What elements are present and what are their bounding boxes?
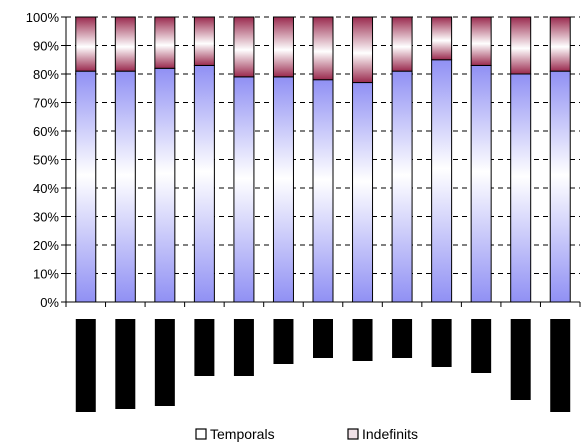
y-tick-label: 10% xyxy=(33,267,59,282)
legend-label-indefinits: Indefinits xyxy=(362,426,418,442)
lower-bar xyxy=(75,319,96,412)
y-tick-label: 50% xyxy=(33,153,59,168)
y-tick-label: 30% xyxy=(33,210,59,225)
bar-temporals xyxy=(391,16,413,72)
legend-swatch-indefinits xyxy=(347,428,359,440)
bar-temporals xyxy=(114,16,136,72)
bar-temporals xyxy=(470,16,492,66)
y-tick-label: 60% xyxy=(33,124,59,139)
bar-temporals xyxy=(312,16,334,81)
bar-indefinits xyxy=(549,70,571,303)
bar-indefinits xyxy=(233,76,255,303)
lower-bar xyxy=(431,319,452,367)
bar-indefinits xyxy=(510,73,532,303)
bar-indefinits xyxy=(75,70,97,303)
bar-temporals xyxy=(193,16,215,66)
lower-bar xyxy=(471,319,492,373)
lower-bar xyxy=(510,319,531,400)
lower-panel-bars xyxy=(75,319,571,412)
bar-indefinits xyxy=(312,79,334,303)
bar-temporals xyxy=(510,16,532,75)
lower-bar xyxy=(392,319,413,358)
lower-bar xyxy=(233,319,254,376)
bar-temporals xyxy=(431,16,453,61)
y-tick-label: 100% xyxy=(26,10,60,25)
bar-indefinits xyxy=(272,76,294,303)
bar-indefinits xyxy=(193,64,215,303)
lower-bar xyxy=(273,319,294,364)
bar-indefinits xyxy=(352,82,374,303)
bar-temporals xyxy=(272,16,294,78)
lower-bar xyxy=(154,319,175,406)
y-tick-label: 0% xyxy=(40,295,59,310)
legend-label-temporals: Temporals xyxy=(210,426,275,442)
bar-temporals xyxy=(352,16,374,84)
y-axis: 0% 10% 20% 30% 40% 50% 60% 70% 80% 90% 100% xyxy=(26,10,581,310)
bar-indefinits xyxy=(470,64,492,303)
bar-temporals xyxy=(75,16,97,72)
y-tick-label: 20% xyxy=(33,238,59,253)
lower-bar xyxy=(352,319,373,361)
legend-swatch-temporals xyxy=(195,428,207,440)
bar-indefinits xyxy=(114,70,136,303)
bar-temporals xyxy=(549,16,571,72)
y-tick-label: 80% xyxy=(33,67,59,82)
lower-bar xyxy=(550,319,571,412)
bar-indefinits xyxy=(431,59,453,303)
y-tick-label: 70% xyxy=(33,96,59,111)
bar-temporals xyxy=(154,16,176,69)
lower-bar xyxy=(194,319,215,376)
bar-indefinits xyxy=(391,70,413,303)
y-tick-label: 90% xyxy=(33,39,59,54)
lower-bar xyxy=(313,319,333,358)
legend: Temporals Indefinits xyxy=(195,426,418,442)
y-tick-label: 40% xyxy=(33,181,59,196)
lower-bar xyxy=(115,319,136,409)
bar-temporals xyxy=(233,16,255,78)
bars xyxy=(75,16,571,303)
bar-indefinits xyxy=(154,67,176,303)
